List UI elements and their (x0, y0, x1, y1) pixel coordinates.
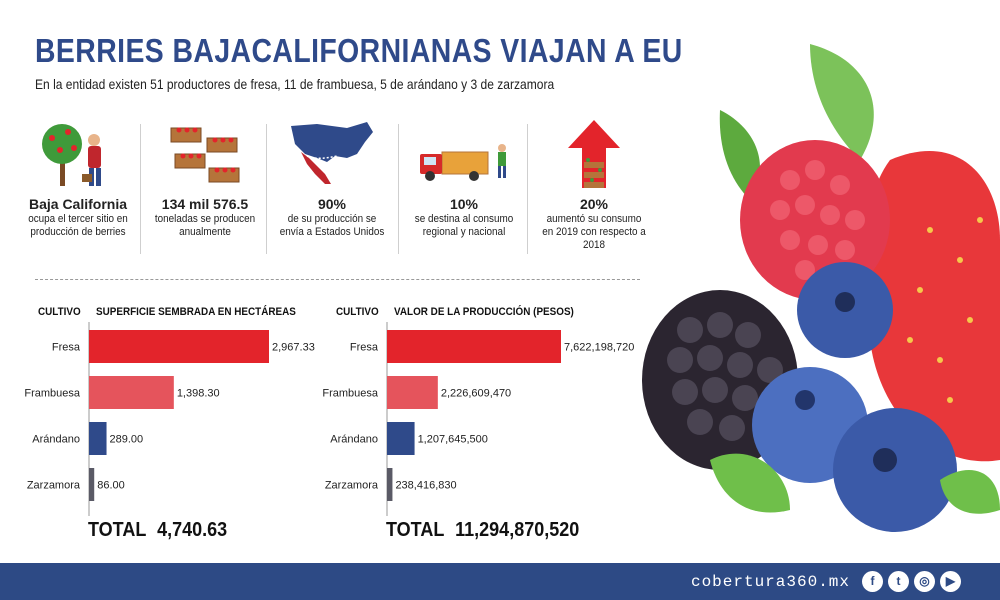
chart1-bar-zarzamora (89, 468, 95, 501)
chart2-category-label: Zarzamora (325, 480, 379, 492)
chart2-category-label: Fresa (350, 342, 379, 354)
stat-big: Baja California (28, 196, 128, 212)
stat-text: aumentó su consumo en 2019 con respecto … (542, 213, 646, 251)
leaf-icon (719, 110, 760, 200)
farmer-tree-icon (42, 124, 101, 186)
chart2-bar-fresa (387, 330, 561, 363)
chart2-total-value: 11,294,870,520 (455, 519, 580, 541)
strawberry-icon (864, 151, 1000, 462)
stat-text: toneladas se producen anualmente (154, 213, 256, 238)
stat-toneladas: 134 mil 576.5 toneladas se producen anua… (145, 118, 265, 239)
stat-consumo-regional: 10% se destina al consumo regional y nac… (404, 118, 524, 239)
raspberry-icon (740, 140, 890, 300)
page-title: BERRIES BAJACALIFORNIANAS VIAJAN A EU (35, 32, 683, 69)
chart1-value-label: 2,967.33 (272, 342, 315, 354)
chart2-title: VALOR DE LA PRODUCCIÓN (PESOS) (394, 306, 574, 318)
blueberry-icon (833, 408, 957, 532)
stat-text: de su producción se envía a Estados Unid… (279, 213, 385, 238)
footer-bar: cobertura360.mx f t ◎ ▶ (0, 563, 1000, 600)
chart2-category-header: CULTIVO (336, 306, 379, 318)
divider (527, 124, 528, 254)
stat-text: se destina al consumo regional y naciona… (414, 213, 514, 238)
chart1-category-label: Frambuesa (24, 388, 81, 400)
chart1-title: SUPERFICIE SEMBRADA EN HECTÁREAS (96, 306, 296, 318)
leaf-icon (810, 44, 874, 160)
chart2-total: TOTAL 11,294,870,520 (386, 519, 590, 542)
chart2-bar-frambuesa (387, 376, 438, 409)
twitter-icon[interactable]: t (888, 571, 909, 592)
page-subtitle: En la entidad existen 51 productores de … (35, 76, 555, 92)
leaf-icon (710, 453, 790, 513)
chart1-bar-frambuesa (89, 376, 174, 409)
chart1-category-header: CULTIVO (38, 306, 81, 318)
stat-aumento-consumo: 20% aumentó su consumo en 2019 con respe… (534, 118, 654, 252)
chart1-value-label: 289.00 (110, 434, 144, 446)
chart2-category-label: Arándano (330, 434, 378, 446)
stat-big: 90% (317, 196, 347, 212)
truck-icon (420, 144, 506, 181)
chart1-bar-arándano (89, 422, 107, 455)
chart2-value-label: 7,622,198,720 (564, 342, 634, 354)
facebook-icon[interactable]: f (862, 571, 883, 592)
chart2-bar-zarzamora (387, 468, 393, 501)
site-link[interactable]: cobertura360.mx (690, 573, 850, 591)
usa-map-icon (291, 122, 373, 184)
chart2-value-label: 1,207,645,500 (418, 434, 488, 446)
divider (266, 124, 267, 254)
stat-big: 20% (579, 196, 609, 212)
chart1-value-label: 1,398.30 (177, 388, 220, 400)
stat-big: 134 mil 576.5 (161, 196, 249, 212)
chart1-value-label: 86.00 (97, 480, 125, 492)
divider (140, 124, 141, 254)
chart1-category-label: Fresa (52, 342, 81, 354)
chart2-bar-arándano (387, 422, 415, 455)
chart2-value-label: 238,416,830 (395, 480, 456, 492)
chart2-category-label: Frambuesa (322, 388, 379, 400)
instagram-icon[interactable]: ◎ (914, 571, 935, 592)
stat-big: 10% (449, 196, 479, 212)
chart1-category-label: Arándano (32, 434, 80, 446)
up-arrow-icon (568, 120, 620, 188)
divider (398, 124, 399, 254)
chart1-total: TOTAL 4,740.63 (88, 519, 238, 542)
berries-illustration (642, 44, 1000, 532)
chart1-total-label: TOTAL (88, 519, 147, 541)
chart1-category-label: Zarzamora (27, 480, 81, 492)
chart1-bar-fresa (89, 330, 269, 363)
chart1-total-value: 4,740.63 (157, 519, 228, 541)
crates-icon (170, 127, 240, 183)
section-divider (35, 279, 640, 280)
stat-exportacion: 90% de su producción se envía a Estados … (272, 118, 392, 239)
bar-charts: Fresa 2,967.33 Frambuesa 1,398.30 Arándano 28… (24, 322, 634, 516)
stat-baja-california: Baja California ocupa el tercer sitio en… (18, 118, 138, 239)
chart2-total-label: TOTAL (386, 519, 445, 541)
stat-text: ocupa el tercer sitio en producción de b… (28, 213, 128, 238)
leaf-icon (940, 470, 1000, 514)
chart2-value-label: 2,226,609,470 (441, 388, 511, 400)
youtube-icon[interactable]: ▶ (940, 571, 961, 592)
